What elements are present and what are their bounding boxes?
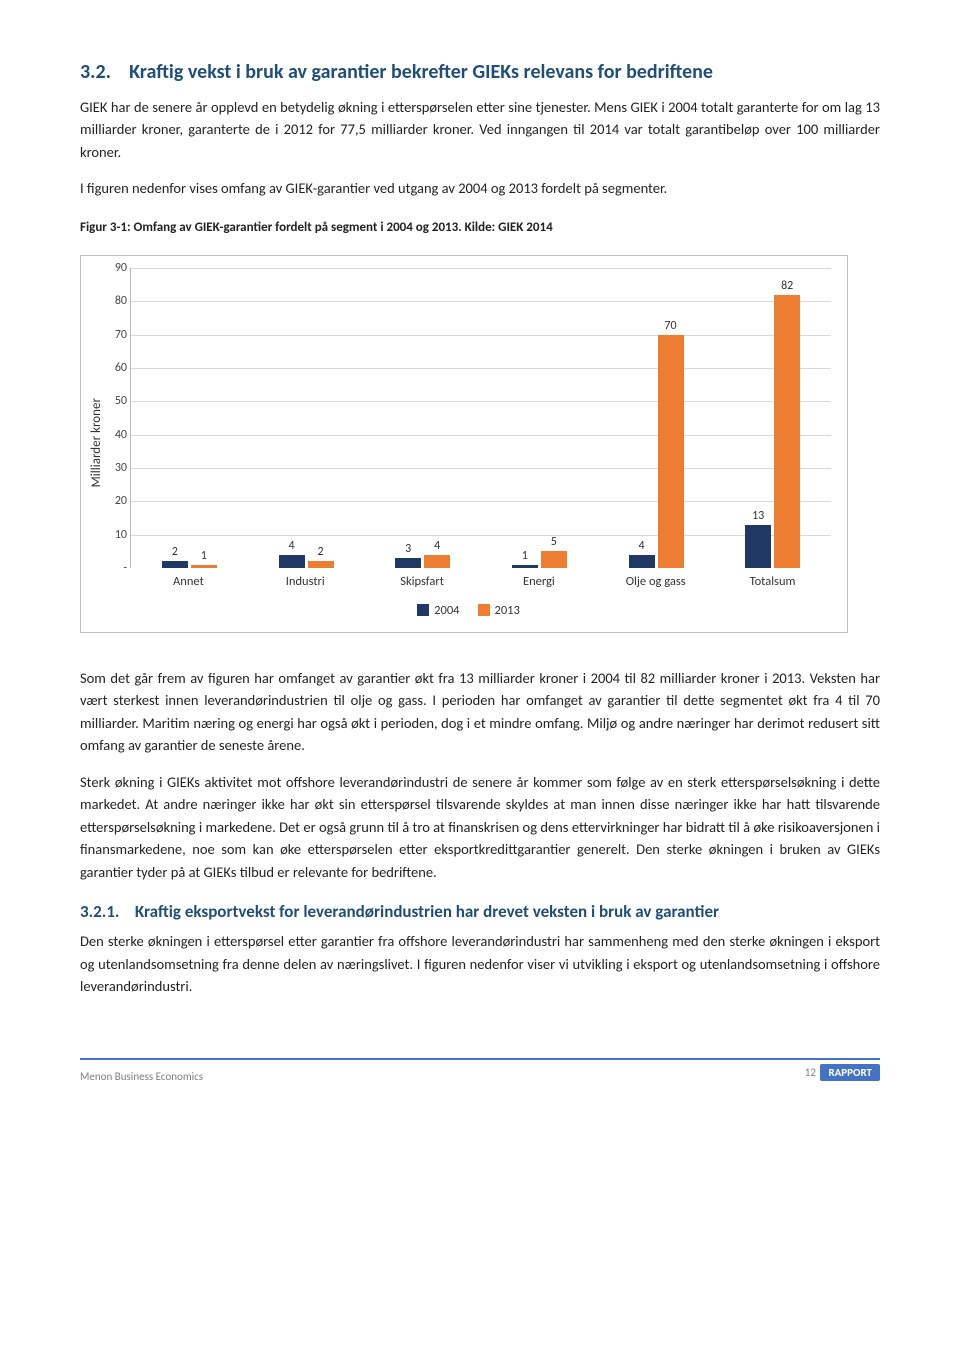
paragraph-1: GIEK har de senere år opplevd en betydel… [80,96,880,163]
bar: 4 [424,555,450,568]
bar-value-label: 2 [172,545,178,559]
legend-label: 2013 [495,603,520,618]
subsection-title: Kraftig eksportvekst for leverandørindus… [135,901,719,922]
legend-item: 2004 [417,603,459,618]
legend-item: 2013 [478,603,520,618]
subsection-heading: 3.2.1. Kraftig eksportvekst for leverand… [80,901,880,922]
footer-left: Menon Business Economics [80,1070,203,1083]
bar-value-label: 2 [317,545,323,559]
x-tick-label: Energi [480,568,597,589]
x-tick-label: Olje og gass [597,568,714,589]
footer-badge: RAPPORT [820,1064,880,1081]
category-group: 42 [248,268,365,568]
bar-value-label: 13 [752,509,764,523]
category-group: 34 [364,268,481,568]
y-tick: 60 [105,361,127,375]
x-tick-label: Totalsum [714,568,831,589]
bar-value-label: 3 [405,542,411,556]
bar: 1 [191,565,217,568]
category-group: 1382 [714,268,831,568]
bar: 3 [395,558,421,568]
category-group: 21 [131,268,248,568]
bar: 5 [541,551,567,568]
y-tick: 30 [105,461,127,475]
x-tick-label: Industri [247,568,364,589]
footer-page-number: 12 [805,1066,816,1079]
category-group: 470 [598,268,715,568]
bar-value-label: 4 [434,539,440,553]
plot-area: -102030405060708090214234154701382 [130,268,831,568]
bar: 13 [745,525,771,568]
bar-value-label: 5 [551,535,557,549]
legend-label: 2004 [434,603,459,618]
figure-caption: Figur 3-1: Omfang av GIEK-garantier ford… [80,220,880,235]
y-tick: 10 [105,528,127,542]
paragraph-2: I figuren nedenfor vises omfang av GIEK-… [80,177,880,199]
bar: 2 [162,561,188,568]
bar-value-label: 4 [638,539,644,553]
y-tick: 80 [105,294,127,308]
y-axis-label: Milliarder kroner [87,398,106,487]
bar: 70 [658,335,684,568]
paragraph-4: Sterk økning i GIEKs aktivitet mot offsh… [80,771,880,883]
bar-value-label: 70 [664,319,676,333]
x-tick-label: Skipsfart [364,568,481,589]
y-tick: 90 [105,261,127,275]
subsection-number: 3.2.1. [80,901,119,922]
section-title: Kraftig vekst i bruk av garantier bekref… [129,60,713,84]
bar-value-label: 4 [288,539,294,553]
bar: 1 [512,565,538,568]
bar: 82 [774,295,800,568]
paragraph-5: Den sterke økningen i etterspørsel etter… [80,930,880,997]
y-tick: 70 [105,328,127,342]
legend-swatch [417,604,429,616]
section-heading: 3.2. Kraftig vekst i bruk av garantier b… [80,60,880,84]
y-tick: - [105,561,127,575]
page-footer: Menon Business Economics 12 RAPPORT [80,1058,880,1088]
bar: 4 [629,555,655,568]
y-tick: 50 [105,394,127,408]
bar-chart: Milliarder kroner -102030405060708090214… [80,255,848,633]
paragraph-3: Som det går frem av figuren har omfanget… [80,667,880,757]
bar: 4 [279,555,305,568]
legend-swatch [478,604,490,616]
chart-legend: 2004 2013 [106,603,831,618]
bar-value-label: 82 [781,279,793,293]
category-group: 15 [481,268,598,568]
x-tick-label: Annet [130,568,247,589]
bar-value-label: 1 [201,549,207,563]
bar: 2 [308,561,334,568]
bar-value-label: 1 [522,549,528,563]
y-tick: 20 [105,494,127,508]
section-number: 3.2. [80,60,111,84]
x-axis-labels: AnnetIndustriSkipsfartEnergiOlje og gass… [130,568,831,589]
y-tick: 40 [105,428,127,442]
